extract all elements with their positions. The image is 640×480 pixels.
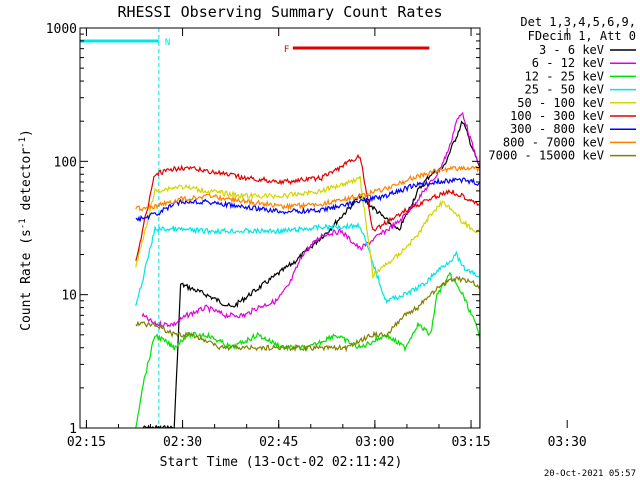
y-axis-label-exponent-2: -1 [18, 137, 28, 148]
legend-header-line-2: FDecim 1, Att 0 [528, 29, 636, 43]
flag-label-N: N [165, 38, 170, 48]
series-line-12-25-kev [135, 271, 480, 428]
axis-ticks: 02:1502:3002:4503:0003:1503:3003:4511010… [46, 22, 587, 450]
series-line-3-6-kev [142, 120, 480, 428]
series-line-6-12-kev [141, 111, 480, 328]
legend-label: 100 - 300 keV [510, 109, 604, 123]
x-tick-label: 02:30 [163, 435, 202, 450]
legend-label: 6 - 12 keV [532, 56, 604, 70]
x-tick-label: 03:30 [548, 435, 587, 450]
series-line-100-300-kev [135, 153, 480, 264]
legend: Det 1,3,4,5,6,9, FDecim 1, Att 0 3 - 6 k… [488, 15, 636, 163]
series-line-25-50-kev [135, 221, 480, 326]
data-layer [135, 28, 480, 428]
series-line-7000-15000-kev [135, 275, 480, 353]
legend-label: 50 - 100 keV [517, 96, 604, 110]
x-tick-label: 02:15 [67, 435, 106, 450]
date-stamp: 20-Oct-2021 05:57 [544, 469, 636, 479]
y-axis-label: Count Rate (s-1 detector-1) [18, 129, 34, 331]
y-axis-label-end: ) [19, 129, 34, 137]
x-tick-label: 03:15 [451, 435, 490, 450]
legend-label: 800 - 7000 keV [503, 135, 604, 149]
x-tick-label: 02:45 [259, 435, 298, 450]
chart-title: RHESSI Observing Summary Count Rates [117, 3, 442, 21]
series-line-50-100-kev [135, 175, 480, 280]
x-axis-label: Start Time (13-Oct-02 02:11:42) [160, 455, 403, 470]
y-tick-label: 1000 [46, 22, 77, 37]
plot-area: NF [80, 28, 480, 428]
y-axis-label-exponent: -1 [18, 218, 28, 229]
plot-frame [79, 27, 481, 429]
series-line-300-800-kev [135, 177, 480, 222]
legend-label: 300 - 800 keV [510, 122, 604, 136]
legend-header-line-1: Det 1,3,4,5,6,9, [520, 15, 636, 29]
legend-label: 3 - 6 keV [539, 43, 604, 57]
y-tick-label: 100 [54, 155, 77, 170]
legend-label: 12 - 25 keV [525, 69, 604, 83]
x-tick-label: 03:00 [355, 435, 394, 450]
y-axis-label-tail: detector [19, 148, 34, 219]
legend-label: 25 - 50 keV [525, 83, 604, 97]
flag-label-F: F [284, 45, 289, 55]
series-line-800-7000-kev [135, 165, 480, 212]
y-tick-label: 10 [61, 289, 77, 304]
y-axis-label-main: Count Rate (s [19, 229, 34, 331]
y-tick-label: 1 [69, 422, 77, 437]
legend-label: 7000 - 15000 keV [488, 149, 604, 163]
